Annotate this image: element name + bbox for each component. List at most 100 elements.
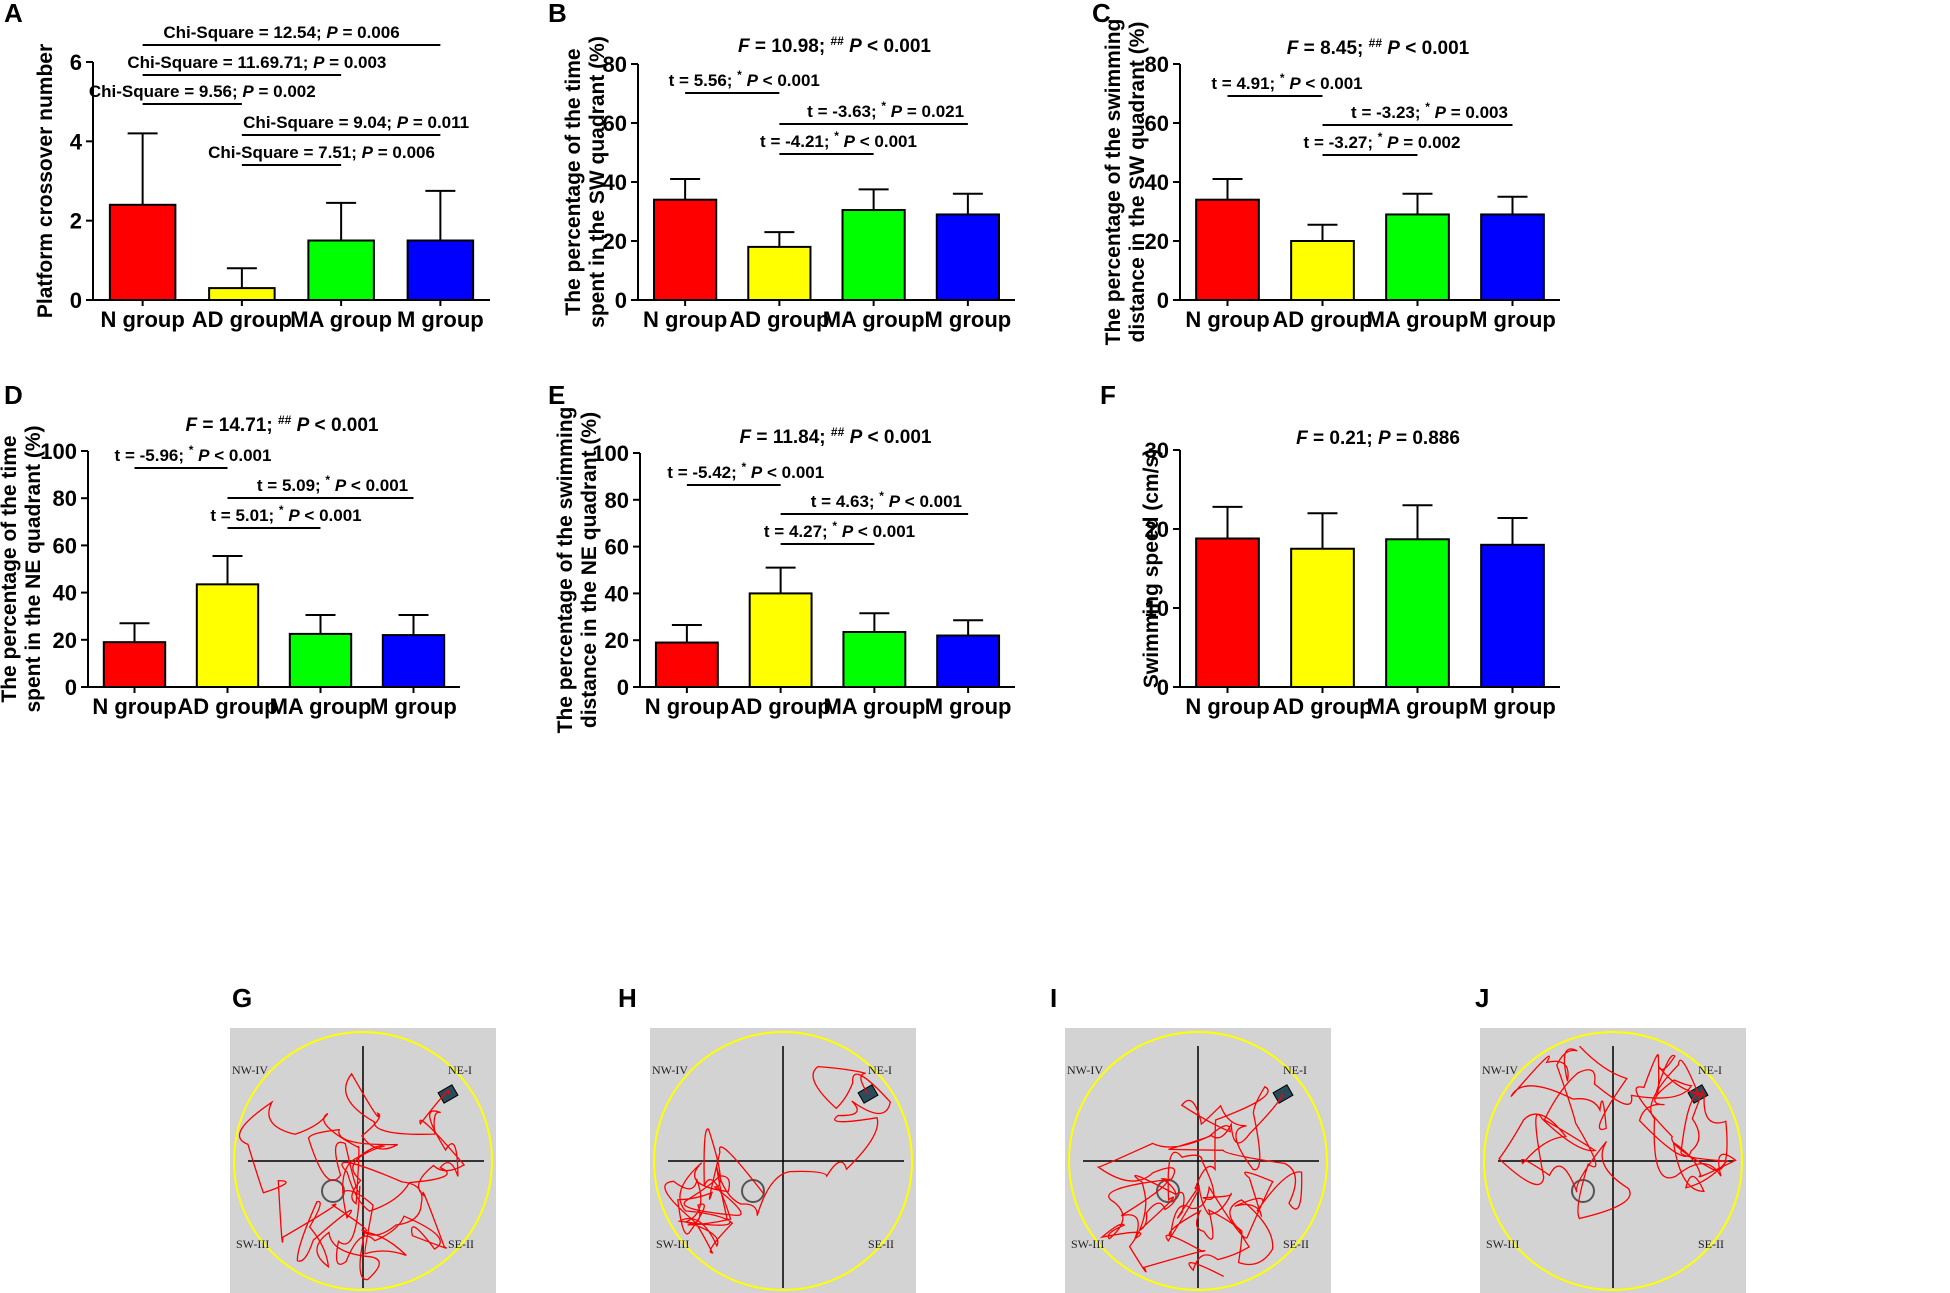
category-label: N group (643, 307, 727, 332)
stat-headline: F = 8.45; ## P < 0.001 (1287, 36, 1470, 59)
category-label: MA group (823, 694, 925, 719)
y-tick-label: 20 (1145, 517, 1169, 542)
bar-n-group (108, 203, 177, 301)
comparison-label: t = -5.42; * P < 0.001 (667, 460, 824, 482)
quadrant-label-nw: NW-IV (652, 1063, 688, 1077)
comparison-label: t = -5.96; * P < 0.001 (115, 443, 272, 465)
y-tick-label: 20 (605, 628, 629, 653)
bar-m-group (381, 634, 446, 689)
category-label: AD group (731, 694, 831, 719)
track-panel-i: I NW-IV NE-I SW-III SE-II (1050, 983, 1331, 1293)
quadrant-label-ne: NE-I (1698, 1063, 1722, 1077)
category-label: N group (645, 694, 729, 719)
bar-n-group (654, 641, 719, 688)
category-label: M group (370, 694, 457, 719)
y-tick-label: 80 (603, 52, 627, 77)
comparison-label: t = 5.01; * P < 0.001 (210, 503, 361, 525)
bar-ad-group (195, 583, 260, 689)
y-tick-label: 0 (1157, 288, 1169, 313)
category-label: N group (92, 694, 176, 719)
category-label: AD group (1272, 694, 1372, 719)
comparison-label: t = 5.09; * P < 0.001 (257, 473, 408, 495)
y-tick-label: 80 (605, 488, 629, 513)
y-tick-label: 80 (53, 486, 77, 511)
y-tick-label: 20 (53, 628, 77, 653)
y-tick-label: 80 (1145, 52, 1169, 77)
category-label: MA group (270, 694, 372, 719)
quadrant-label-sw: SW-III (1071, 1237, 1104, 1251)
stat-headline: F = 14.71; ## P < 0.001 (186, 413, 379, 436)
y-axis-label: The percentage of the swimming (1102, 19, 1125, 346)
category-label: AD group (177, 694, 277, 719)
y-axis-label: Platform crossover number (34, 44, 57, 318)
quadrant-label-sw: SW-III (1486, 1237, 1519, 1251)
panel-letter: F (1100, 380, 1116, 410)
comparison-label: Chi-Square = 9.04; P = 0.011 (243, 113, 469, 132)
bar-m-group (1480, 213, 1545, 301)
y-tick-label: 0 (70, 288, 82, 313)
y-tick-label: 20 (603, 229, 627, 254)
y-tick-label: 30 (1145, 438, 1169, 463)
bar-ma-group (841, 209, 906, 301)
pool-boundary (1068, 1031, 1328, 1291)
bar-m-group (1480, 543, 1545, 688)
y-axis-label: The percentage of the time (562, 48, 585, 315)
comparison-label: t = -4.21; * P < 0.001 (760, 129, 917, 151)
quadrant-label-se: SE-II (1698, 1237, 1724, 1251)
bar-ad-group (748, 592, 813, 689)
y-tick-label: 0 (617, 675, 629, 700)
category-label: AD group (1272, 307, 1372, 332)
comparison-label: t = -3.63; * P = 0.021 (807, 99, 964, 121)
panel-letter: E (548, 380, 565, 410)
track-panel-g: G NW-IV NE-I SW-III SE-II (230, 983, 496, 1293)
y-tick-label: 4 (70, 129, 83, 154)
track-panel-h: H NW-IV NE-I SW-III SE-II (618, 983, 916, 1293)
bar-ad-group (1290, 240, 1355, 301)
panel-letter: I (1050, 983, 1057, 1013)
pool-boundary (653, 1031, 913, 1291)
comparison-label: Chi-Square = 12.54; P = 0.006 (163, 23, 399, 42)
y-axis-label: The percentage of the swimming (554, 407, 577, 734)
category-label: M group (1469, 694, 1556, 719)
category-label: MA group (1367, 694, 1469, 719)
swim-track (664, 1065, 892, 1254)
pool-boundary (233, 1031, 493, 1291)
y-axis-label: The percentage of the time (0, 435, 21, 702)
pool-boundary (1483, 1031, 1743, 1291)
comparison-label: t = 4.27; * P < 0.001 (764, 519, 915, 541)
category-label: M group (397, 307, 484, 332)
y-tick-label: 60 (1145, 111, 1169, 136)
quadrant-label-ne: NE-I (448, 1063, 472, 1077)
quadrant-label-ne: NE-I (868, 1063, 892, 1077)
y-axis-label: spent in the SW quadrant (%) (586, 36, 609, 328)
stat-headline: F = 0.21; P = 0.886 (1296, 428, 1460, 449)
y-tick-label: 100 (592, 441, 629, 466)
category-label: M group (925, 694, 1012, 719)
swim-track (238, 1072, 466, 1281)
panel-letter: B (548, 0, 567, 28)
y-axis-label: spent in the NE quadrant (%) (22, 425, 45, 712)
panel-letter: J (1475, 983, 1489, 1013)
comparison-label: t = -3.23; * P = 0.003 (1351, 100, 1508, 122)
y-axis-label: distance in the SW quadrant (%) (1126, 22, 1149, 343)
category-label: N group (1185, 307, 1269, 332)
y-tick-label: 2 (70, 209, 82, 234)
bar-m-group (935, 213, 1000, 301)
y-tick-label: 100 (40, 439, 77, 464)
bar-m-group (406, 239, 475, 301)
panel-letter: A (4, 0, 23, 28)
y-axis-label: distance in the NE quadrant (%) (578, 412, 601, 728)
y-tick-label: 60 (603, 111, 627, 136)
panel-letter: H (618, 983, 637, 1013)
comparison-label: Chi-Square = 9.56; P = 0.002 (89, 82, 316, 101)
quadrant-label-sw: SW-III (236, 1237, 269, 1251)
comparison-label: Chi-Square = 11.69.71; P = 0.003 (127, 53, 386, 72)
y-tick-label: 10 (1145, 596, 1169, 621)
y-tick-label: 40 (53, 581, 77, 606)
bar-ma-group (288, 632, 353, 689)
category-label: AD group (192, 307, 292, 332)
